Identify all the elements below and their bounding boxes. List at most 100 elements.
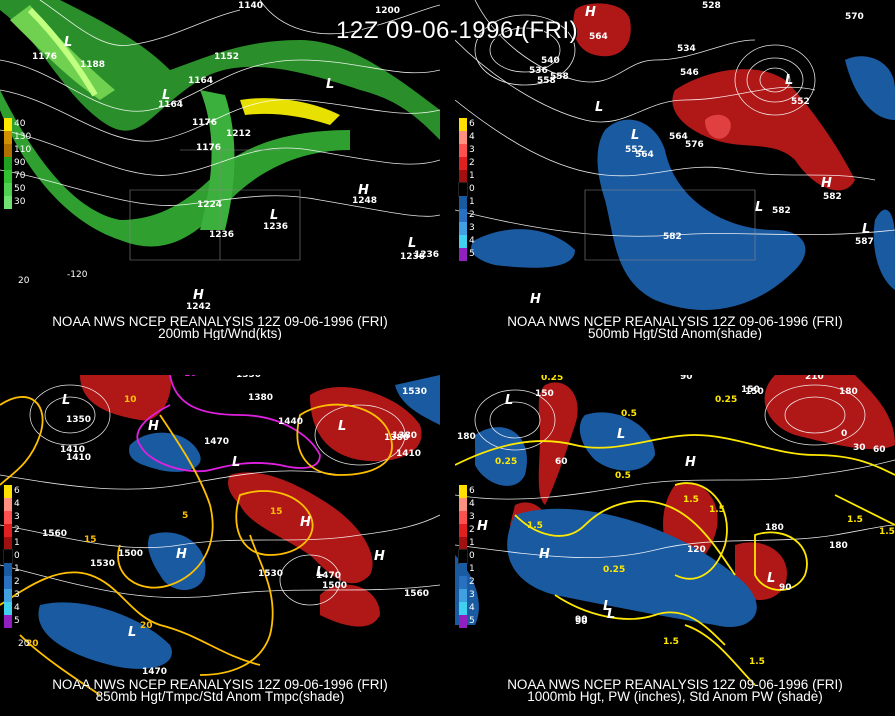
legend-swatch: 0 [458,549,475,564]
map-500mb [455,0,895,340]
legend-label: 4 [469,603,475,613]
low-marker: L [617,427,626,442]
contour-label: 1410 [60,445,86,455]
high-marker: H [148,419,159,434]
contour-label: 0.25 [603,565,626,575]
contour-label: 564 [635,150,654,160]
legend-swatch: 3 [459,222,475,235]
contour-label: 552 [791,97,810,107]
panel-subtitle: 850mb Hgt/Tmpc/Std Anom Tmpc(shade) [95,689,345,704]
contour-label: 180 [829,541,848,551]
contour-label: 210 [805,375,824,382]
legend-colorbar: 6 4 3 2 1 0 1 2 3 4 5 [458,485,475,628]
legend-swatch: 4 [4,498,20,511]
contour-label: 534 [677,44,696,54]
contour-label: 60 [555,457,568,467]
low-marker: L [515,25,524,40]
legend-swatch: 1 [459,170,475,183]
legend-label: 3 [14,512,20,522]
contour-label: 60 [873,445,886,455]
legend-swatch: 2 [459,524,475,537]
legend-label: 70 [14,171,26,181]
contour-label: 1140 [238,1,264,11]
contour-label: 0.25 [715,395,738,405]
legend-label: 3 [469,512,475,522]
contour-label: 536 [529,66,548,76]
legend-swatch: 2 [459,209,475,222]
panel-caption: NOAA NWS NCEP REANALYSIS 12Z 09-06-1996 … [507,314,843,329]
contour-label: 120 [687,545,706,555]
contour-label: 1200 [375,6,401,16]
contour-label: 30 [853,443,866,453]
contour-label: 1224 [197,200,223,210]
panel-200mb: 40 130 110 90 70 50 30 1140 1200 1176 1188 115… [0,0,440,340]
legend-swatch: 30 [4,196,25,209]
legend-colorbar: 40 130 110 90 70 50 30 [4,118,31,209]
legend-label: 1 [469,538,475,548]
contour-label: 1.5 [663,637,679,647]
map-1000mb [455,375,895,716]
contour-label: 564 [589,32,608,42]
high-marker: H [477,519,488,534]
legend-swatch: 2 [459,576,475,589]
legend-colorbar: 6 4 3 2 1 0 1 2 3 4 5 [458,118,475,261]
contour-label: 0.5 [621,409,637,419]
low-marker: L [755,200,764,215]
contour-label: 15 [270,507,283,517]
contour-label: 90 [575,615,588,625]
high-marker: H [585,5,596,20]
legend-label: 1 [469,171,475,181]
contour-label: 180 [765,523,784,533]
low-marker: L [603,599,612,614]
contour-label: 564 [669,132,688,142]
legend-label: 5 [469,616,475,626]
legend-swatch: 4 [4,602,20,615]
low-marker: L [162,88,171,103]
legend-label: 0 [469,184,475,194]
axis-label: 20 [18,639,30,649]
contour-label: 1470 [142,667,168,677]
legend-label: 0 [14,551,20,561]
low-marker: L [785,73,794,88]
high-marker: H [539,547,550,562]
contour-label: 1212 [226,129,252,139]
contour-label: 587 [855,237,874,247]
contour-label: 1350 [66,415,92,425]
contour-label: 1236 [263,222,289,232]
legend-label: 6 [469,119,475,129]
legend-swatch: 2 [4,576,20,589]
legend-label: 1 [14,538,20,548]
low-marker: L [64,35,73,50]
high-marker: H [193,288,204,303]
axis-label: 20 [18,276,30,286]
contour-label: 582 [663,232,682,242]
legend-swatch: 5 [459,615,475,628]
legend-label: 2 [14,577,20,587]
contour-label: 1470 [316,571,342,581]
low-marker: L [270,208,279,223]
contour-label: 1242 [186,302,212,312]
legend-swatch: 5 [4,615,20,628]
contour-label: 1560 [42,529,68,539]
legend-label: 2 [469,158,475,168]
legend-label: 50 [14,184,26,194]
legend-label: 2 [469,577,475,587]
contour-label: 1380 [384,433,410,443]
contour-label: 1.5 [879,527,895,537]
legend-label: 130 [14,132,32,142]
legend-label: 5 [14,616,20,626]
low-marker: L [408,236,417,251]
contour-label: 180 [839,387,858,397]
contour-label: 1236 [209,230,235,240]
low-marker: L [607,607,616,622]
contour-label: 90 [680,375,693,382]
contour-label: 150 [741,385,760,395]
contour-label: 1.5 [749,657,765,667]
high-marker: H [821,176,832,191]
contour-label: 5 [182,511,189,521]
legend-swatch: 3 [4,589,20,602]
legend-swatch: 1 [4,563,20,576]
legend-swatch: 90 [4,157,25,170]
